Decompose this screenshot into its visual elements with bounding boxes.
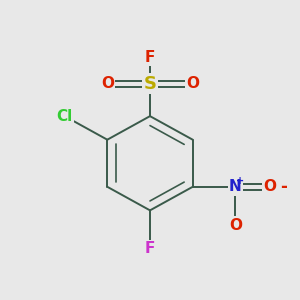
Text: Cl: Cl bbox=[56, 109, 73, 124]
Text: O: O bbox=[229, 218, 242, 232]
Text: S: S bbox=[143, 75, 157, 93]
Text: +: + bbox=[236, 176, 244, 186]
Text: F: F bbox=[145, 50, 155, 65]
Text: O: O bbox=[186, 76, 199, 91]
Text: F: F bbox=[145, 241, 155, 256]
Text: O: O bbox=[263, 179, 276, 194]
Text: -: - bbox=[280, 178, 287, 196]
Text: O: O bbox=[101, 76, 114, 91]
Text: N: N bbox=[229, 179, 242, 194]
